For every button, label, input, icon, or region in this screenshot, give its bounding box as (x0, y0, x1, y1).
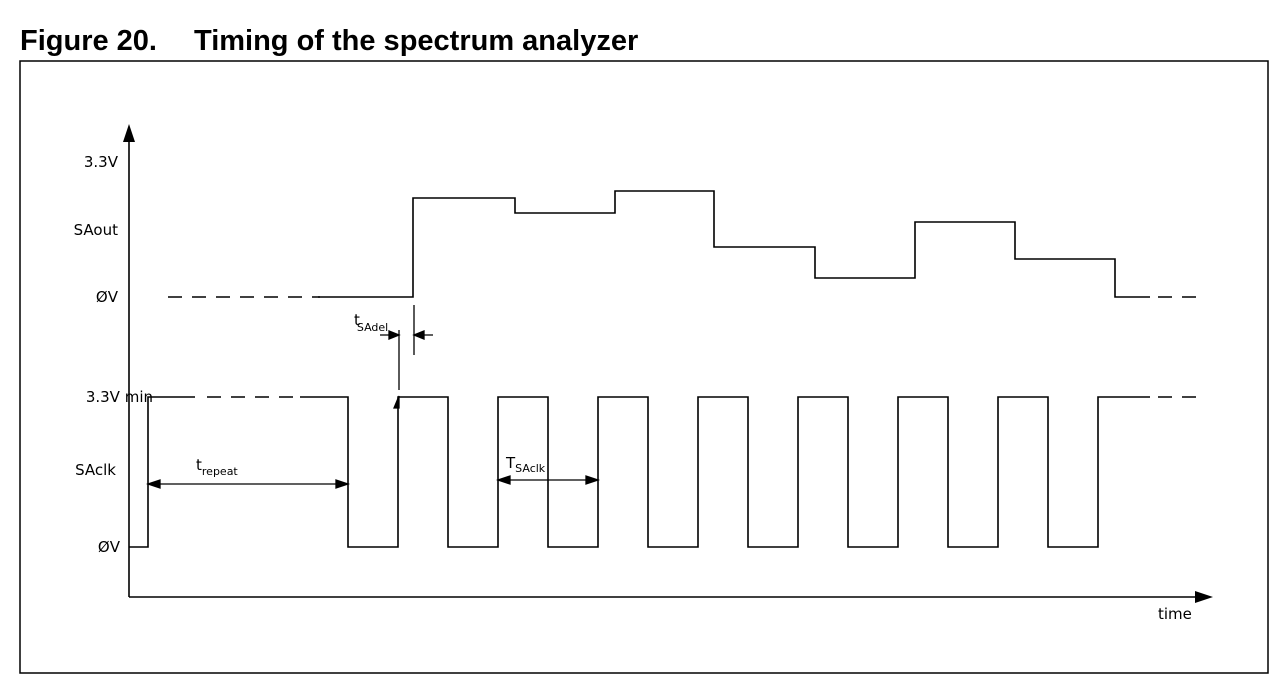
sadel-marker (380, 305, 433, 409)
saclk-low-label: ØV (98, 538, 121, 556)
figure-number: Figure 20. (20, 25, 157, 57)
period-label: TSAclk (505, 454, 546, 475)
saclk-waveform (129, 396, 1200, 548)
saout-high-label: 3.3V (84, 153, 119, 171)
saclk-label: SAclk (75, 461, 116, 479)
figure-title: Timing of the spectrum analyzer (194, 25, 638, 57)
time-label: time (1158, 605, 1192, 623)
subscript: SAdel (357, 321, 388, 334)
subscript: SAclk (515, 462, 546, 475)
saout-low-label: ØV (96, 288, 119, 306)
repeat-label: trepeat (196, 456, 238, 478)
interval-arrows (145, 475, 601, 489)
sadel-label: tSAdel (354, 311, 388, 334)
symbol: t (354, 311, 360, 329)
saout-label: SAout (74, 221, 118, 239)
symbol: T (505, 454, 516, 472)
frame (19, 60, 1269, 674)
symbol: t (196, 456, 202, 474)
axes (123, 124, 1213, 603)
saclk-high-label: 3.3V min (86, 388, 153, 406)
subscript: repeat (202, 465, 239, 478)
saout-waveform (168, 190, 1200, 298)
